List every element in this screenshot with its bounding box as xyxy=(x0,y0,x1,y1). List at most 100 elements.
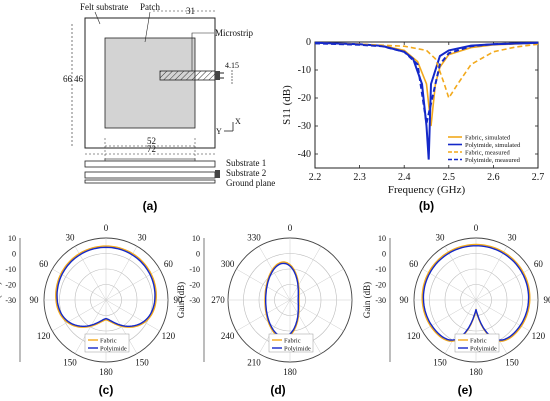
microstrip-rect xyxy=(159,70,216,81)
dim-52-label: 52 xyxy=(147,136,156,146)
gain-tick-label: -10 xyxy=(189,265,200,274)
caption-a: (a) xyxy=(143,199,158,213)
gain-tick-label: 10 xyxy=(192,234,200,243)
caption-b: (b) xyxy=(419,199,434,213)
series-line xyxy=(314,41,539,160)
polar-spoke xyxy=(258,299,291,354)
angle-label: 120 xyxy=(162,331,176,341)
dim-31-label: 31 xyxy=(186,6,195,16)
polar-spoke xyxy=(236,268,291,301)
side-substrate-2 xyxy=(84,171,216,179)
gain-tick-label: -30 xyxy=(189,296,200,305)
x-tick-label: 2.6 xyxy=(487,172,500,183)
gain-tick-label: 10 xyxy=(8,234,16,243)
angle-label: 210 xyxy=(247,357,261,367)
substrate2-label: Substrate 2 xyxy=(226,168,266,178)
polar-spoke xyxy=(236,299,291,332)
angle-label: 150 xyxy=(505,357,519,367)
gain-tick-label: 0 xyxy=(196,250,200,259)
pattern-trace xyxy=(422,245,530,341)
panel-caption: (d) xyxy=(270,383,285,397)
angle-label: 60 xyxy=(534,259,544,269)
polar-spoke xyxy=(289,246,322,301)
angle-label: 90 xyxy=(400,295,410,305)
polar-spoke xyxy=(444,299,477,354)
felt-substrate-label: Felt substrate xyxy=(80,2,128,12)
patch-rect xyxy=(104,37,196,129)
axis-x-label: X xyxy=(235,117,241,126)
dim-72-label: 72 xyxy=(147,144,156,154)
ground-plane-label: Ground plane xyxy=(226,178,275,188)
gain-tick-label: -30 xyxy=(375,296,386,305)
y-axis-label: S11 (dB) xyxy=(281,85,293,125)
angle-label: 300 xyxy=(221,259,235,269)
angle-label: 90 xyxy=(544,295,550,305)
y-tick-label: -10 xyxy=(298,65,311,76)
legend-entry: Fabric xyxy=(100,338,117,345)
side-substrate-1 xyxy=(84,160,216,168)
plot-frame xyxy=(314,41,539,169)
gain-tick-label: -10 xyxy=(375,265,386,274)
dim-46-label: 46 xyxy=(74,74,84,84)
legend-entry: Fabric xyxy=(284,338,301,345)
angle-label: 120 xyxy=(407,331,421,341)
legend-entry: Polyimide, simulated xyxy=(465,142,521,149)
angle-label: 30 xyxy=(508,233,518,243)
angle-label: 90 xyxy=(30,295,40,305)
angle-label: 90 xyxy=(174,295,184,305)
series-line xyxy=(314,42,539,100)
polar-spoke xyxy=(52,299,107,332)
substrate1-label: Substrate 1 xyxy=(226,158,266,168)
angle-label: 120 xyxy=(37,331,51,341)
angle-label: 120 xyxy=(532,331,546,341)
angle-label: 240 xyxy=(221,331,235,341)
legend-entry: Polyimide xyxy=(284,346,311,353)
angle-label: 180 xyxy=(99,367,113,377)
polar-spoke xyxy=(422,268,477,301)
gain-axis-label: Gain (dB) xyxy=(176,282,186,318)
angle-label: 180 xyxy=(283,367,297,377)
x-tick-label: 2.3 xyxy=(353,172,366,183)
polar-spoke xyxy=(444,246,477,301)
panel-caption: (e) xyxy=(458,383,473,397)
polar-spoke xyxy=(289,299,322,354)
legend-entry: Fabric, simulated xyxy=(465,135,511,142)
x-tick-label: 2.2 xyxy=(309,172,322,183)
dim-66-label: 66 xyxy=(63,74,73,84)
gain-tick-label: -20 xyxy=(375,281,386,290)
angle-label: 270 xyxy=(211,295,225,305)
angle-label: 330 xyxy=(247,233,261,243)
angle-label: 30 xyxy=(436,233,446,243)
dim-4-15-label: 4.15 xyxy=(225,61,239,70)
side-ground-plane xyxy=(84,179,216,184)
gain-axis-label: Gain (dB) xyxy=(0,282,2,318)
angle-label: 60 xyxy=(164,259,174,269)
x-tick-label: 2.5 xyxy=(443,172,456,183)
legend-entry: Polyimide xyxy=(100,346,127,353)
gain-tick-label: -10 xyxy=(5,265,16,274)
legend-entry: Polyimide, measured xyxy=(465,157,521,164)
series-line xyxy=(314,41,539,124)
gain-tick-label: 10 xyxy=(378,234,386,243)
pattern-trace xyxy=(55,245,157,328)
angle-label: 150 xyxy=(63,357,77,367)
x-tick-label: 2.4 xyxy=(398,172,411,183)
gain-tick-label: 0 xyxy=(12,250,16,259)
angle-label: 0 xyxy=(288,223,293,233)
y-tick-label: -30 xyxy=(298,121,311,132)
angle-label: 30 xyxy=(66,233,76,243)
x-tick-label: 2.7 xyxy=(532,172,545,183)
polar-spoke xyxy=(475,246,508,301)
y-tick-label: -40 xyxy=(298,149,311,160)
panel-c-polar: 0 30 60 90 120 150 180 150 120 90 60 30 10 0 -10 -20 -30… xyxy=(0,223,183,397)
legend-entry: Polyimide xyxy=(470,346,497,353)
axis-y-label: Y xyxy=(216,127,222,136)
polar-spoke xyxy=(475,299,508,354)
pattern-trace xyxy=(56,246,156,327)
x-axis-label: Frequency (GHz) xyxy=(388,184,466,196)
connector-shape xyxy=(215,71,220,80)
gain-tick-label: -20 xyxy=(5,281,16,290)
panel-caption: (c) xyxy=(99,383,114,397)
